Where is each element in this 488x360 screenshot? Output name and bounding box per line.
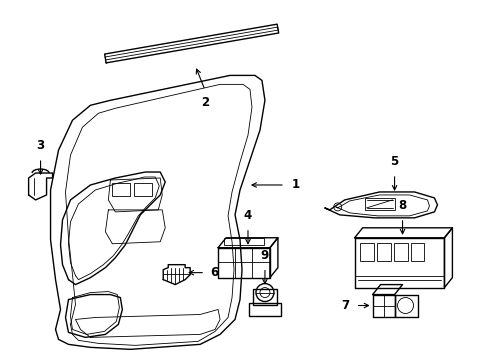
Text: 8: 8	[398, 199, 406, 212]
Text: 5: 5	[389, 155, 398, 168]
Text: 1: 1	[291, 179, 299, 192]
Text: 6: 6	[210, 266, 218, 279]
Text: 3: 3	[37, 139, 44, 152]
Text: 2: 2	[201, 96, 209, 109]
Text: 7: 7	[341, 299, 349, 312]
Text: 4: 4	[244, 209, 252, 222]
Text: 9: 9	[260, 249, 268, 262]
